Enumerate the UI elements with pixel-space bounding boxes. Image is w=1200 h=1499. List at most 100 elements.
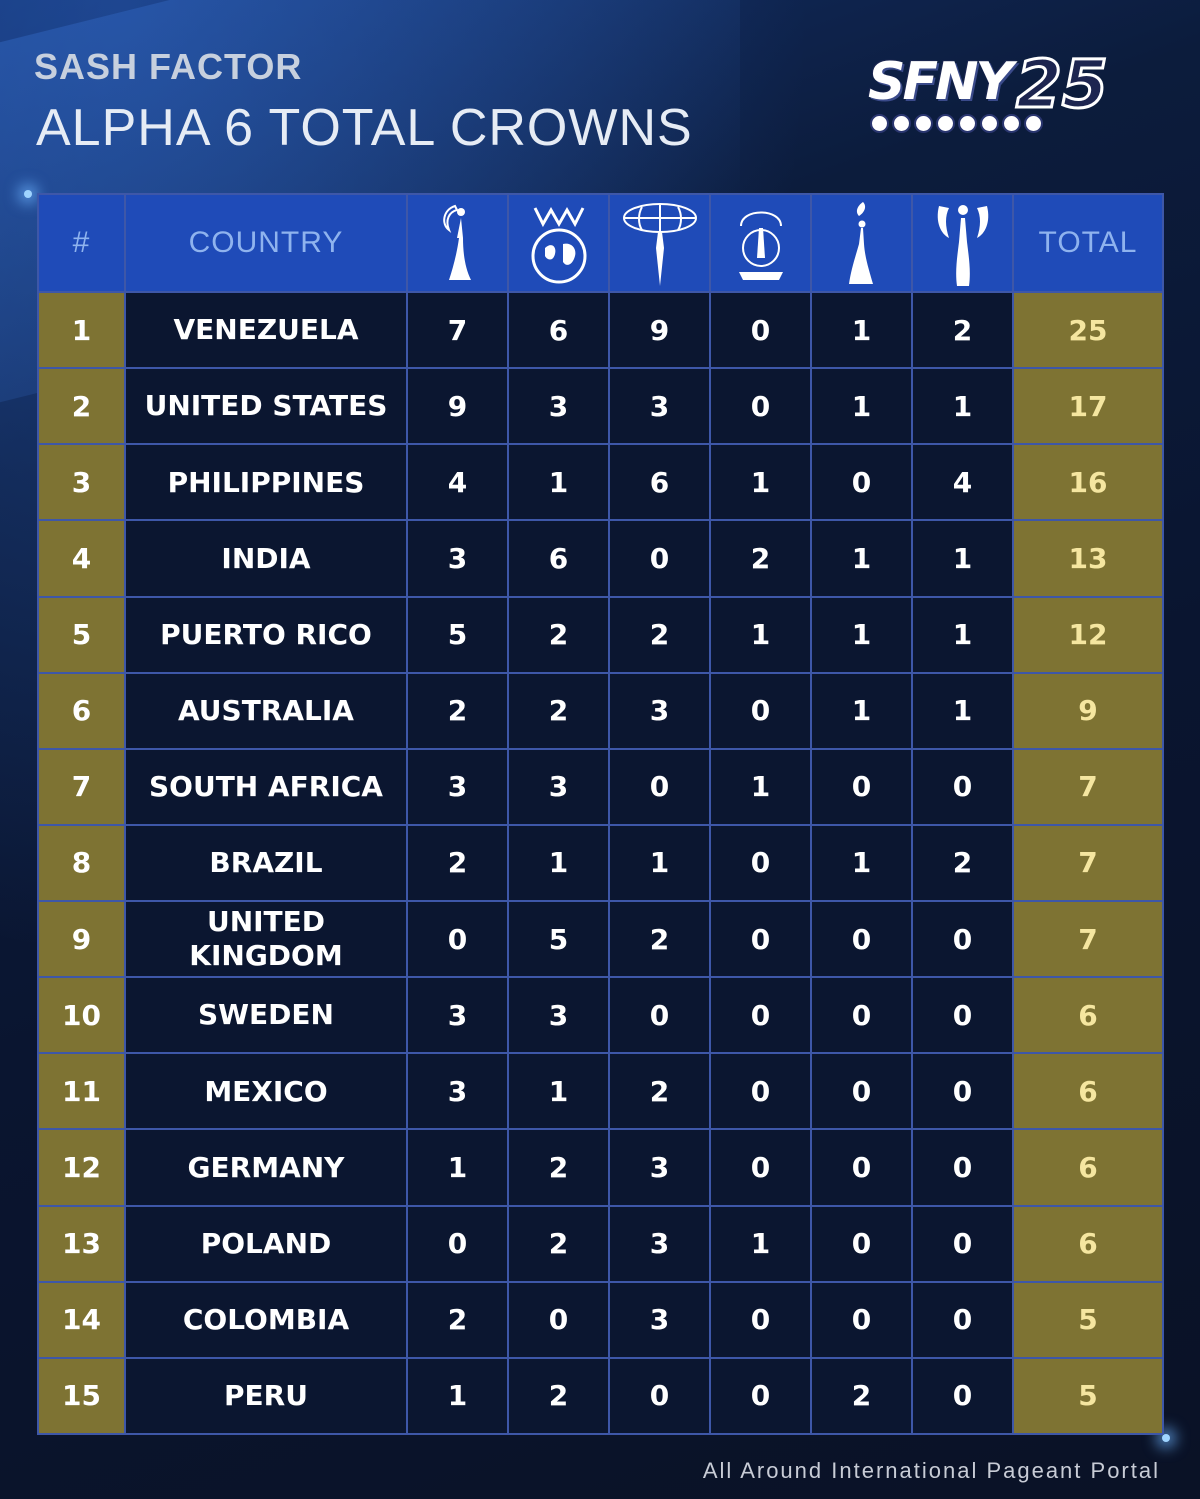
sparkle-decoration xyxy=(1162,1434,1170,1442)
crown-count-cell: 0 xyxy=(608,747,711,826)
crown-count-cell: 0 xyxy=(608,1356,711,1436)
crown-count-cell: 0 xyxy=(406,899,509,979)
rank-cell: 12 xyxy=(37,1128,126,1207)
crown-count-cell: 0 xyxy=(709,367,812,446)
crown-count-cell: 0 xyxy=(911,1052,1014,1131)
crown-count-cell: 5 xyxy=(406,595,509,674)
country-cell: UNITED STATES xyxy=(124,367,408,446)
country-cell: PHILIPPINES xyxy=(124,443,408,522)
logo-text: SFNY xyxy=(868,52,1013,112)
crown-count-cell: 0 xyxy=(810,1128,913,1207)
crown-count-cell: 1 xyxy=(507,443,610,522)
table-row: 2 UNITED STATES 9 3 3 0 1 1 17 xyxy=(37,367,1164,446)
crown-count-cell: 3 xyxy=(608,367,711,446)
crown-count-cell: 2 xyxy=(911,823,1014,903)
table-row: 1 VENEZUELA 7 6 9 0 1 2 25 xyxy=(37,290,1164,370)
total-cell: 12 xyxy=(1012,595,1164,674)
crown-count-cell: 0 xyxy=(911,1204,1014,1283)
crown-count-cell: 0 xyxy=(709,1280,812,1359)
country-cell: VENEZUELA xyxy=(124,290,408,370)
crown-count-cell: 0 xyxy=(810,899,913,979)
crown-count-cell: 0 xyxy=(911,1356,1014,1436)
logo-dots-icon xyxy=(870,114,1043,133)
crown-count-cell: 2 xyxy=(406,671,509,750)
crown-count-cell: 1 xyxy=(608,823,711,903)
total-cell: 25 xyxy=(1012,290,1164,370)
crown-count-cell: 1 xyxy=(911,671,1014,750)
crown-count-cell: 0 xyxy=(810,1052,913,1131)
crown-count-cell: 1 xyxy=(911,367,1014,446)
footer-credit: All Around International Pageant Portal xyxy=(702,1458,1160,1483)
crown-count-cell: 0 xyxy=(810,747,913,826)
crown-count-cell: 2 xyxy=(608,1052,711,1131)
crowns-table: # COUNTRY xyxy=(37,193,1164,1436)
rank-cell: 13 xyxy=(37,1204,126,1283)
country-cell: GERMANY xyxy=(124,1128,408,1207)
crown-count-cell: 3 xyxy=(406,747,509,826)
total-cell: 13 xyxy=(1012,519,1164,598)
crown-count-cell: 0 xyxy=(810,1204,913,1283)
crown-count-cell: 2 xyxy=(608,899,711,979)
crown-count-cell: 3 xyxy=(608,1280,711,1359)
crown-count-cell: 7 xyxy=(406,290,509,370)
total-cell: 6 xyxy=(1012,1052,1164,1131)
rank-cell: 5 xyxy=(37,595,126,674)
rank-cell: 10 xyxy=(37,976,126,1055)
table-row: 5 PUERTO RICO 5 2 2 1 1 1 12 xyxy=(37,595,1164,674)
crown-count-cell: 0 xyxy=(709,290,812,370)
crown-count-cell: 2 xyxy=(608,595,711,674)
crown-count-cell: 0 xyxy=(911,1280,1014,1359)
crown-count-cell: 3 xyxy=(608,1128,711,1207)
total-cell: 5 xyxy=(1012,1280,1164,1359)
table-row: 7 SOUTH AFRICA 3 3 0 1 0 0 7 xyxy=(37,747,1164,826)
header-crown-4 xyxy=(709,193,812,293)
table-row: 8 BRAZIL 2 1 1 0 1 2 7 xyxy=(37,823,1164,903)
crown-count-cell: 2 xyxy=(911,290,1014,370)
country-cell: UNITED KINGDOM xyxy=(124,899,408,979)
country-cell: PERU xyxy=(124,1356,408,1436)
crown-count-cell: 5 xyxy=(507,899,610,979)
globe-crown-icon xyxy=(531,206,586,284)
country-cell: MEXICO xyxy=(124,1052,408,1131)
rank-cell: 1 xyxy=(37,290,126,370)
crown-count-cell: 2 xyxy=(406,1280,509,1359)
sparkle-decoration xyxy=(24,190,32,198)
total-cell: 6 xyxy=(1012,1204,1164,1283)
crown-count-cell: 6 xyxy=(507,290,610,370)
table-row: 15 PERU 1 2 0 0 2 0 5 xyxy=(37,1356,1164,1436)
total-cell: 16 xyxy=(1012,443,1164,522)
table-row: 12 GERMANY 1 2 3 0 0 0 6 xyxy=(37,1128,1164,1207)
total-cell: 7 xyxy=(1012,899,1164,979)
crown-count-cell: 0 xyxy=(810,976,913,1055)
crown-count-cell: 1 xyxy=(709,443,812,522)
crown-count-cell: 3 xyxy=(507,747,610,826)
crown-count-cell: 3 xyxy=(507,367,610,446)
crown-count-cell: 3 xyxy=(507,976,610,1055)
country-cell: COLOMBIA xyxy=(124,1280,408,1359)
rank-cell: 14 xyxy=(37,1280,126,1359)
header-crown-3 xyxy=(608,193,711,293)
crown-count-cell: 1 xyxy=(911,595,1014,674)
rank-cell: 9 xyxy=(37,899,126,979)
table-row: 6 AUSTRALIA 2 2 3 0 1 1 9 xyxy=(37,671,1164,750)
crown-count-cell: 0 xyxy=(911,899,1014,979)
crown-count-cell: 1 xyxy=(709,1204,812,1283)
country-cell: BRAZIL xyxy=(124,823,408,903)
supranational-seal-icon xyxy=(738,211,783,280)
header-crown-2 xyxy=(507,193,610,293)
crown-count-cell: 0 xyxy=(810,443,913,522)
crown-count-cell: 2 xyxy=(709,519,812,598)
page-title: ALPHA 6 TOTAL CROWNS xyxy=(36,99,693,157)
brand-name: SASH FACTOR xyxy=(34,46,303,87)
crown-count-cell: 0 xyxy=(911,747,1014,826)
crown-count-cell: 0 xyxy=(608,519,711,598)
crown-count-cell: 1 xyxy=(810,595,913,674)
crown-count-cell: 2 xyxy=(507,1204,610,1283)
crown-count-cell: 3 xyxy=(608,671,711,750)
header-crown-6 xyxy=(911,193,1014,293)
country-cell: AUSTRALIA xyxy=(124,671,408,750)
header-total: TOTAL xyxy=(1012,193,1164,293)
rank-cell: 4 xyxy=(37,519,126,598)
country-cell: INDIA xyxy=(124,519,408,598)
crown-count-cell: 0 xyxy=(709,1052,812,1131)
